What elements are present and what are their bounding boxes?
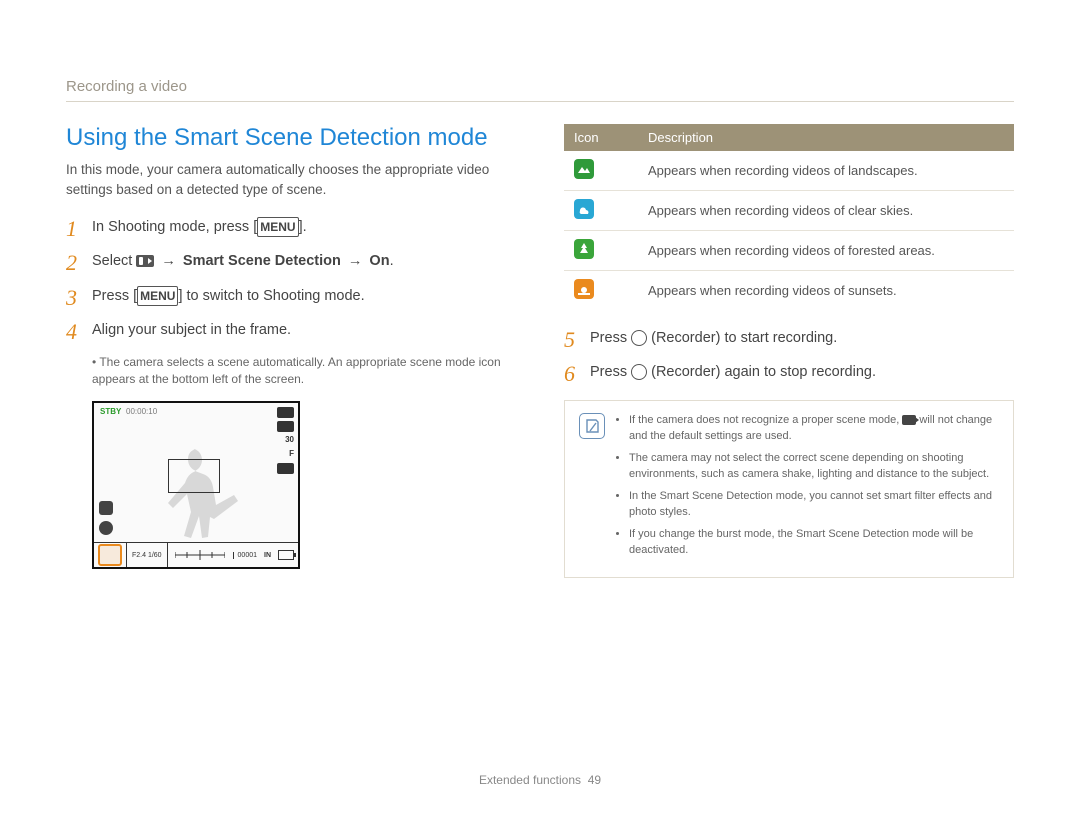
focus-rectangle — [168, 459, 220, 493]
step-3-post: ] to switch to Shooting mode. — [178, 288, 364, 304]
intro-text: In this mode, your camera automatically … — [66, 160, 516, 199]
icon-description: Appears when recording videos of sunsets… — [638, 271, 1014, 311]
right-column: Icon Description Appears when recording … — [564, 124, 1014, 578]
step-2-pre: Select — [92, 253, 136, 269]
step-number: 1 — [66, 217, 92, 241]
step-1-pre: In Shooting mode, press [ — [92, 219, 257, 235]
step-6-post: (Recorder) again to stop recording. — [647, 364, 876, 380]
icon-description: Appears when recording videos of clear s… — [638, 191, 1014, 231]
rec-time: 00:00:10 — [126, 407, 157, 416]
step-3: 3 Press [MENU] to switch to Shooting mod… — [66, 286, 516, 310]
hd-icon — [277, 421, 294, 432]
table-row: Appears when recording videos of foreste… — [564, 231, 1014, 271]
ev-scale — [168, 550, 233, 560]
icon-description-table: Icon Description Appears when recording … — [564, 124, 1014, 310]
step-6: 6 Press (Recorder) again to stop recordi… — [564, 362, 1014, 386]
step-3-pre: Press [ — [92, 288, 137, 304]
step-2-bold: Smart Scene Detection — [183, 253, 341, 269]
step-number: 2 — [66, 251, 92, 275]
shot-left-icons — [99, 501, 113, 535]
in-label: IN — [261, 552, 274, 559]
stabilizer-icon — [99, 501, 113, 515]
step-number: 4 — [66, 320, 92, 344]
scene-icon — [574, 199, 594, 219]
icon-description: Appears when recording videos of foreste… — [638, 231, 1014, 271]
framerate-icon: 30 — [277, 435, 294, 446]
video-mode-icon — [136, 255, 154, 267]
note-item: In the Smart Scene Detection mode, you c… — [629, 489, 999, 521]
aperture-label: F2.4 1/60 — [126, 543, 168, 567]
table-row: Appears when recording videos of sunsets… — [564, 271, 1014, 311]
scene-icon — [574, 279, 594, 299]
breadcrumb: Recording a video — [66, 78, 1014, 102]
note-list: If the camera does not recognize a prope… — [615, 413, 999, 565]
step-4: 4 Align your subject in the frame. — [66, 320, 516, 344]
sd-card-icon — [277, 407, 294, 418]
left-column: Using the Smart Scene Detection mode In … — [66, 124, 516, 578]
step-1: 1 In Shooting mode, press [MENU]. — [66, 217, 516, 241]
camera-screenshot: STBY 00:00:10 30 F — [92, 401, 300, 569]
th-description: Description — [638, 124, 1014, 151]
icon-description: Appears when recording videos of landsca… — [638, 151, 1014, 191]
step-4-sub: The camera selects a scene automatically… — [92, 354, 516, 388]
step-5-post: (Recorder) to start recording. — [647, 330, 837, 346]
recorder-button-icon — [631, 330, 647, 346]
page-title: Using the Smart Scene Detection mode — [66, 124, 516, 152]
note-item: If you change the burst mode, the Smart … — [629, 527, 999, 559]
page-footer: Extended functions 49 — [0, 773, 1080, 787]
step-number: 3 — [66, 286, 92, 310]
step-1-post: ]. — [299, 219, 307, 235]
scene-mode-icon — [98, 544, 122, 566]
note-item: If the camera does not recognize a prope… — [629, 413, 999, 445]
note-icon — [579, 413, 605, 439]
table-row: Appears when recording videos of landsca… — [564, 151, 1014, 191]
step-number: 5 — [564, 328, 590, 352]
fps-icon: F — [277, 449, 294, 460]
step-5: 5 Press (Recorder) to start recording. — [564, 328, 1014, 352]
shot-bottom-bar: F2.4 1/60 00001 IN — [94, 542, 298, 567]
battery-icon — [278, 550, 294, 560]
footer-section: Extended functions — [479, 773, 581, 787]
video-mode-icon — [902, 415, 916, 425]
step-2-on: On — [369, 253, 389, 269]
note-item: The camera may not select the correct sc… — [629, 451, 999, 483]
footer-page-number: 49 — [588, 773, 601, 787]
meter-icon — [277, 463, 294, 474]
arrow-icon: → — [341, 253, 370, 269]
frame-counter: 00001 — [233, 552, 261, 559]
step-5-pre: Press — [590, 330, 631, 346]
step-number: 6 — [564, 362, 590, 386]
arrow-icon: → — [154, 253, 183, 269]
step-2: 2 Select → Smart Scene Detection → On. — [66, 251, 516, 275]
step-2-end: . — [390, 253, 394, 269]
menu-button-icon: MENU — [257, 217, 298, 237]
recorder-button-icon — [631, 364, 647, 380]
step-6-pre: Press — [590, 364, 631, 380]
th-icon: Icon — [564, 124, 638, 151]
stby-label: STBY — [100, 407, 121, 416]
mic-icon — [99, 521, 113, 535]
shot-right-icons: 30 F — [277, 407, 294, 474]
table-row: Appears when recording videos of clear s… — [564, 191, 1014, 231]
step-4-text: Align your subject in the frame. — [92, 320, 291, 342]
note-box: If the camera does not recognize a prope… — [564, 400, 1014, 578]
menu-button-icon: MENU — [137, 286, 178, 306]
scene-icon — [574, 239, 594, 259]
scene-icon — [574, 159, 594, 179]
